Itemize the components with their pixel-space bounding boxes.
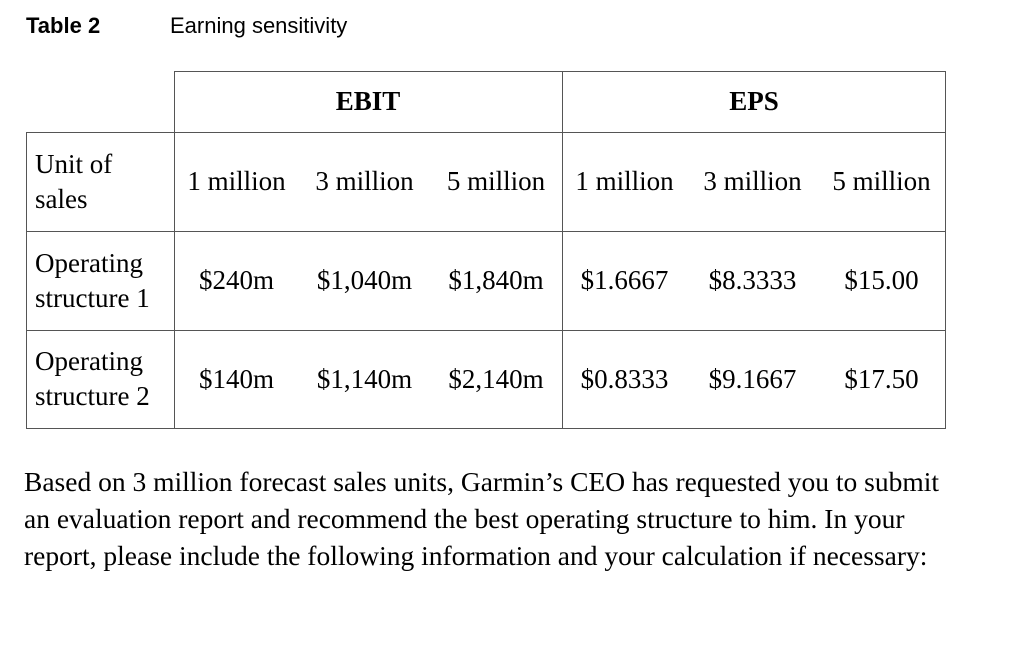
units-cell: 1 million [187, 166, 286, 196]
table-cell: $0.8333 [580, 363, 669, 394]
table-cell: $240m [198, 265, 274, 295]
table-title: Earning sensitivity [170, 13, 348, 38]
header-ebit: EBIT [335, 86, 401, 116]
units-cell: 1 million [575, 166, 674, 196]
units-cell: 3 million [315, 166, 414, 196]
table-cell: $2,140m [448, 363, 544, 394]
units-cell: 5 million [832, 166, 931, 196]
table-cell: $8.3333 [708, 265, 797, 295]
row-label-structure-2: Operating structure 2 [35, 346, 150, 411]
units-cell: 5 million [446, 166, 546, 196]
table-cell: $15.00 [844, 265, 919, 295]
table-cell: $1,040m [316, 265, 413, 295]
earning-sensitivity-table: EBIT EPS Unit of sales 1 million 3 milli… [26, 71, 946, 429]
header-eps: EPS [729, 86, 779, 116]
table-cell: $1,140m [316, 363, 413, 394]
units-row-label: Unit of sales [35, 148, 113, 214]
units-cell: 3 million [703, 166, 802, 196]
table-cell: $9.1667 [708, 363, 797, 394]
table-cell: $17.50 [844, 363, 919, 394]
table-number: Table 2 [26, 13, 101, 38]
table-cell: $140m [198, 363, 274, 394]
row-label-structure-1: Operating structure 1 [35, 247, 150, 313]
table-cell: $1.6667 [580, 265, 669, 295]
table-caption: Table 2 Earning sensitivity [26, 12, 347, 40]
table-cell: $1,840m [448, 265, 544, 295]
body-paragraph: Based on 3 million forecast sales units,… [24, 466, 940, 571]
